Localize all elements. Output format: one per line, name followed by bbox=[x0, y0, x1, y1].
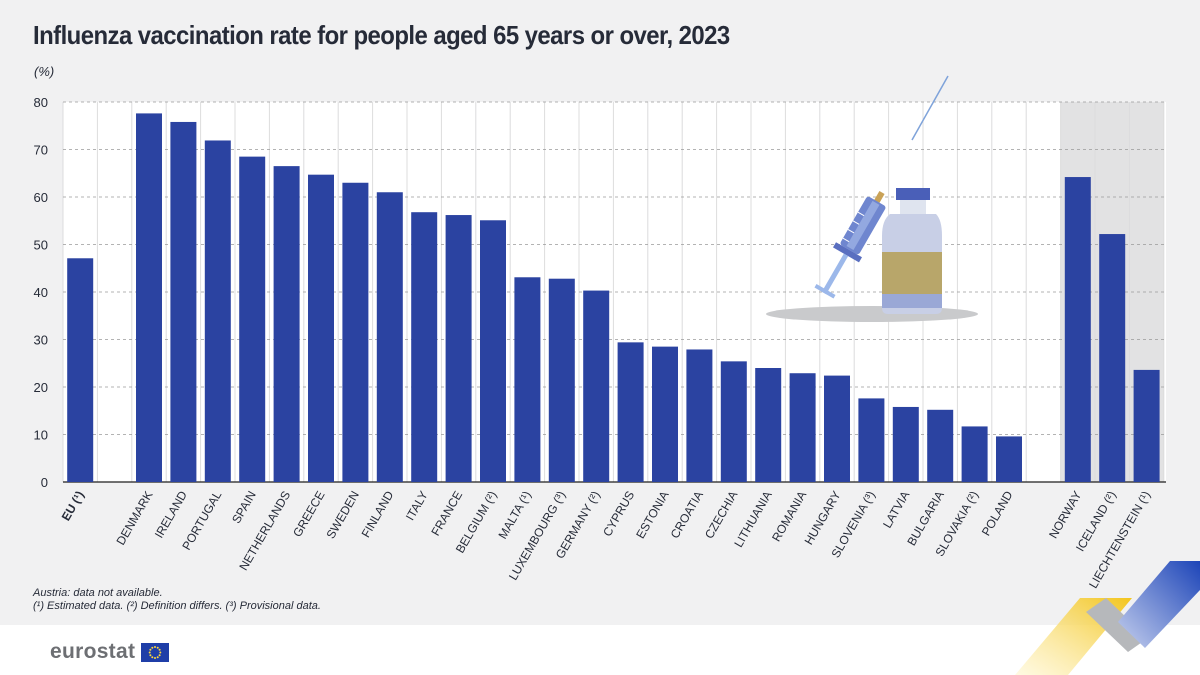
vial-icon bbox=[882, 188, 942, 314]
bar bbox=[858, 398, 885, 482]
y-tick-label: 40 bbox=[34, 285, 48, 300]
footnotes: Austria: data not available. (¹) Estimat… bbox=[33, 587, 321, 613]
bar bbox=[170, 121, 197, 482]
y-axis-unit-label: (%) bbox=[34, 64, 55, 79]
bar bbox=[514, 277, 541, 482]
chart-title: Influenza vaccination rate for people ag… bbox=[33, 20, 730, 50]
bar bbox=[720, 361, 747, 482]
bar bbox=[617, 342, 644, 482]
bar bbox=[686, 349, 713, 482]
bar bbox=[1099, 234, 1126, 482]
x-tick-label: CROATIA bbox=[668, 489, 706, 541]
x-tick-label: ESTONIA bbox=[633, 489, 671, 541]
x-tick-label: EU (¹) bbox=[59, 489, 87, 524]
x-tick-label: DENMARK bbox=[113, 489, 155, 548]
x-tick-label: GREECE bbox=[290, 489, 327, 540]
syringe-icon bbox=[814, 191, 886, 299]
bar bbox=[376, 192, 403, 482]
bar bbox=[411, 212, 438, 482]
bar bbox=[1064, 177, 1091, 483]
bar bbox=[652, 346, 678, 482]
x-tick-label: NORWAY bbox=[1046, 489, 1084, 541]
y-tick-label: 10 bbox=[34, 428, 48, 443]
x-tick-label: SPAIN bbox=[229, 489, 259, 526]
y-tick-label: 50 bbox=[34, 238, 48, 253]
y-tick-label: 0 bbox=[41, 475, 48, 490]
footnote-flags: (¹) Estimated data. (²) Definition diffe… bbox=[33, 600, 321, 612]
bar bbox=[204, 140, 231, 482]
bar bbox=[583, 290, 610, 482]
x-tick-label: FRANCE bbox=[428, 489, 465, 539]
bar bbox=[755, 368, 782, 482]
bar bbox=[927, 409, 954, 482]
x-tick-label: MALTA (¹) bbox=[495, 489, 534, 542]
y-tick-label: 80 bbox=[34, 95, 48, 110]
x-tick-label: POLAND bbox=[979, 488, 1016, 538]
syringe-vial-illustration bbox=[766, 75, 978, 322]
x-tick-label: CYPRUS bbox=[600, 489, 637, 539]
bar bbox=[892, 406, 919, 482]
bar bbox=[961, 426, 988, 482]
bar bbox=[273, 166, 300, 482]
syringe-needle bbox=[911, 75, 949, 141]
illustration-shadow bbox=[766, 306, 978, 322]
x-tick-label: CZECHIA bbox=[702, 489, 740, 542]
x-tick-label: IRELAND bbox=[152, 488, 190, 540]
x-tick-label: ITALY bbox=[403, 489, 431, 523]
eurostat-logo: eurostat bbox=[50, 640, 170, 664]
bar bbox=[445, 215, 472, 483]
bar bbox=[548, 278, 575, 482]
eu-flag-icon bbox=[141, 642, 170, 662]
y-tick-label: 30 bbox=[34, 333, 48, 348]
bar bbox=[239, 156, 266, 482]
bar bbox=[824, 375, 850, 482]
bar bbox=[342, 182, 369, 482]
x-tick-label: LATVIA bbox=[880, 489, 912, 531]
footer-band bbox=[0, 625, 1200, 675]
bar bbox=[136, 113, 162, 483]
bar bbox=[67, 258, 94, 482]
x-tick-label: FINLAND bbox=[359, 488, 397, 540]
footnote-austria: Austria: data not available. bbox=[33, 587, 163, 599]
y-tick-label: 60 bbox=[34, 190, 48, 205]
bars bbox=[67, 113, 1160, 483]
bar bbox=[308, 174, 334, 483]
x-tick-label: LIECHTENSTEIN (¹) bbox=[1086, 489, 1153, 591]
bar bbox=[1133, 369, 1160, 482]
bar bbox=[480, 220, 506, 482]
y-tick-label: 70 bbox=[34, 143, 48, 158]
eurostat-wordmark: eurostat bbox=[50, 640, 136, 663]
x-tick-label: SWEDEN bbox=[324, 489, 362, 542]
bar bbox=[789, 373, 816, 482]
y-tick-label: 20 bbox=[34, 380, 48, 395]
bar bbox=[996, 436, 1022, 482]
y-tick-labels: 0 10 20 30 40 50 60 70 80 bbox=[34, 95, 48, 490]
